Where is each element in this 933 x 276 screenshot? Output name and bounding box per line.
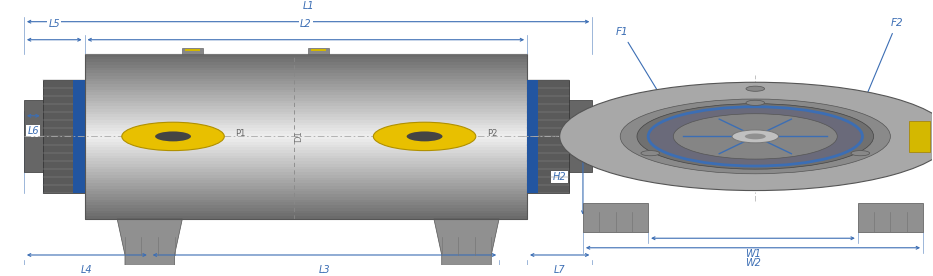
Bar (857, 203, 923, 232)
Text: L5: L5 (49, 19, 60, 30)
Bar (569, 100, 592, 172)
Text: L7: L7 (554, 265, 565, 275)
Circle shape (648, 107, 862, 166)
Bar (527, 80, 569, 193)
Bar (185, 49, 200, 51)
Circle shape (746, 100, 765, 105)
Bar (24, 100, 43, 172)
Text: P1: P1 (235, 129, 245, 138)
Polygon shape (118, 219, 182, 265)
Circle shape (637, 104, 873, 169)
Text: L1: L1 (302, 1, 313, 11)
Text: F2: F2 (864, 18, 903, 101)
Circle shape (641, 151, 660, 156)
Text: L4: L4 (81, 265, 92, 275)
Circle shape (745, 134, 766, 139)
Circle shape (674, 114, 837, 159)
Circle shape (373, 122, 476, 151)
Text: H2: H2 (552, 172, 566, 182)
Bar (583, 203, 648, 232)
Circle shape (746, 86, 765, 91)
Text: L2: L2 (300, 19, 312, 30)
Circle shape (560, 82, 933, 190)
Polygon shape (434, 219, 499, 265)
Text: W1: W1 (745, 249, 761, 259)
Bar (43, 80, 85, 193)
Circle shape (620, 99, 890, 174)
Bar (909, 121, 930, 152)
Text: F3: F3 (902, 219, 921, 232)
Bar (85, 54, 527, 219)
Bar (527, 80, 538, 193)
Bar (74, 80, 85, 193)
Circle shape (155, 131, 191, 141)
Text: L6: L6 (27, 126, 39, 136)
Circle shape (407, 131, 442, 141)
Bar (308, 48, 328, 54)
Text: L3: L3 (318, 265, 330, 275)
Circle shape (851, 151, 870, 156)
Text: D1: D1 (294, 131, 303, 142)
Text: P2: P2 (487, 129, 497, 138)
Bar (182, 48, 202, 54)
Bar (311, 49, 326, 51)
Text: F1: F1 (616, 27, 666, 104)
Text: W2: W2 (745, 258, 761, 268)
Circle shape (122, 122, 224, 151)
Circle shape (732, 130, 779, 143)
